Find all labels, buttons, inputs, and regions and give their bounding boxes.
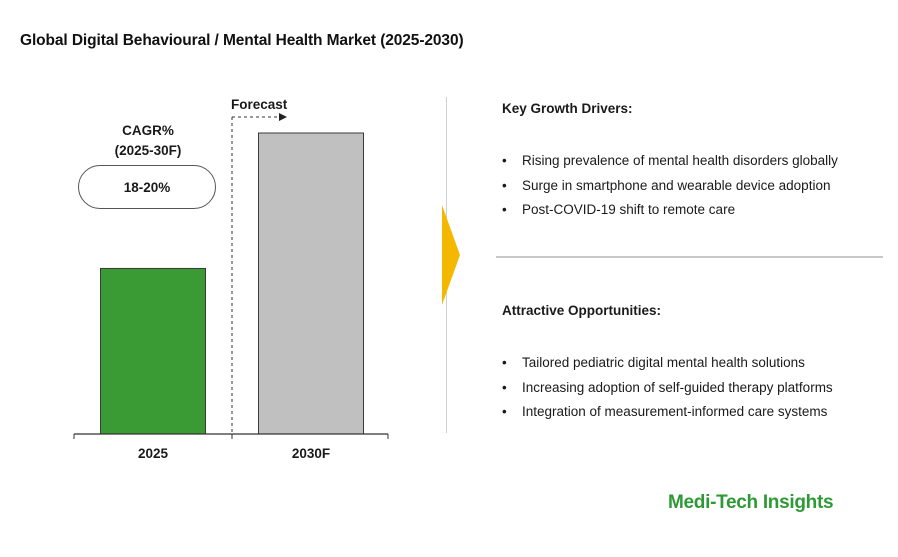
forecast-label: Forecast xyxy=(231,97,288,112)
chevron-right-icon xyxy=(442,205,460,305)
list-item: Integration of measurement-informed care… xyxy=(502,400,882,425)
list-item: Increasing adoption of self-guided thera… xyxy=(502,376,882,401)
horizontal-divider xyxy=(496,256,883,258)
key-growth-drivers-section: Key Growth Drivers: Rising prevalence of… xyxy=(502,101,882,223)
cagr-label-line1: CAGR% xyxy=(122,123,174,138)
bar-2030f xyxy=(258,132,364,435)
cagr-value-pill: 18-20% xyxy=(78,165,216,209)
list-item: Post-COVID-19 shift to remote care xyxy=(502,198,882,223)
cagr-value: 18-20% xyxy=(123,179,171,195)
forecast-arrow-head-icon xyxy=(279,113,287,121)
list-item: Tailored pediatric digital mental health… xyxy=(502,351,882,376)
list-item: Surge in smartphone and wearable device … xyxy=(502,174,882,199)
market-bar-chart: 2025 2030F xyxy=(73,113,389,461)
x-tick-label: 2030F xyxy=(292,446,330,461)
key-growth-drivers-heading: Key Growth Drivers: xyxy=(502,101,633,116)
brand-logo: Medi-Tech Insights xyxy=(668,492,834,513)
attractive-opportunities-section: Attractive Opportunities: Tailored pedia… xyxy=(502,303,882,425)
attractive-opportunities-list: Tailored pediatric digital mental health… xyxy=(502,351,882,425)
page-title: Global Digital Behavioural / Mental Heal… xyxy=(20,32,464,49)
key-growth-drivers-list: Rising prevalence of mental health disor… xyxy=(502,149,882,223)
list-item: Rising prevalence of mental health disor… xyxy=(502,149,882,174)
cagr-label-line2: (2025-30F) xyxy=(114,143,182,158)
attractive-opportunities-heading: Attractive Opportunities: xyxy=(502,303,662,318)
cagr-label: CAGR% (2025-30F) xyxy=(85,121,211,161)
bar-2025 xyxy=(100,267,206,435)
x-tick-label: 2025 xyxy=(138,446,169,461)
